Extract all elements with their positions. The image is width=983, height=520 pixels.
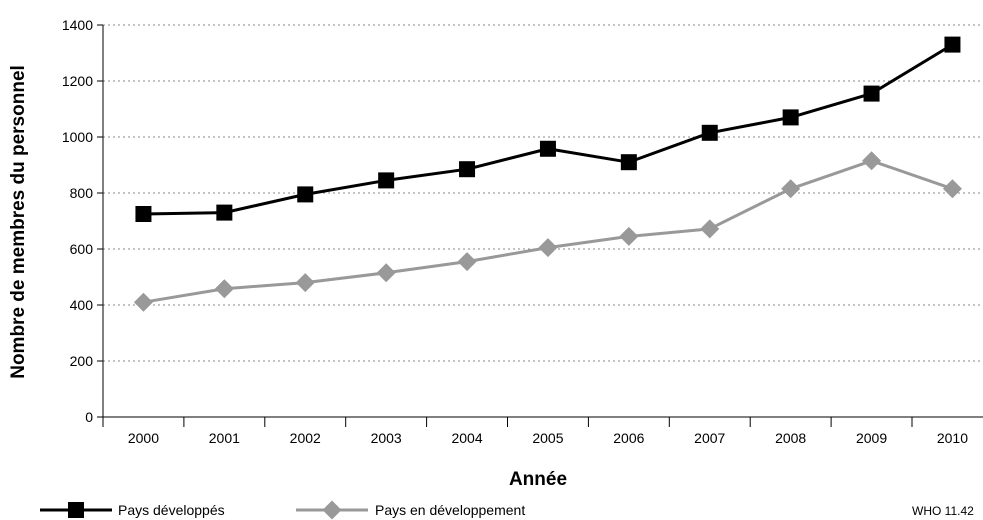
data-point-developing <box>538 238 558 258</box>
legend-label-developing: Pays en développement <box>375 502 525 518</box>
data-point-developing <box>133 292 153 312</box>
data-point-developed <box>620 154 637 171</box>
credit-label: WHO 11.42 <box>912 504 974 518</box>
legend: Pays développés Pays en développement <box>40 500 525 520</box>
x-tick-label: 2007 <box>694 430 725 446</box>
data-point-developing <box>214 279 234 299</box>
data-point-developing <box>376 263 396 283</box>
data-point-developed <box>782 109 799 126</box>
series-line-developing <box>143 159 953 304</box>
data-point-developed <box>459 161 476 178</box>
y-tick-label: 800 <box>70 185 94 201</box>
x-tick-label: 2008 <box>775 430 806 446</box>
data-point-developed <box>378 172 395 189</box>
y-axis-title: Nombre de membres du personnel <box>8 65 29 379</box>
y-tick-label: 1400 <box>62 17 93 33</box>
data-point-developing <box>942 179 962 199</box>
data-point-developing <box>457 252 477 272</box>
x-tick-label: 2006 <box>613 430 644 446</box>
data-point-developing <box>781 179 801 199</box>
data-point-developed <box>216 204 233 221</box>
series-line-developed <box>143 43 954 216</box>
x-tick-label: 2002 <box>290 430 321 446</box>
x-axis-title: Année <box>509 469 567 490</box>
x-tick-label: 2005 <box>532 430 563 446</box>
x-tick-labels: 2000 2001 2002 2003 2004 2005 2006 2007 2008 2009… <box>128 430 968 446</box>
data-point-developed <box>539 140 556 157</box>
legend-marker-developed <box>68 502 84 518</box>
y-tick-label: 1000 <box>62 129 93 145</box>
data-point-developed <box>944 36 961 53</box>
x-tick-label: 2010 <box>937 430 968 446</box>
x-tick-label: 2009 <box>856 430 887 446</box>
y-tick-label: 0 <box>85 409 93 425</box>
axes <box>97 24 983 427</box>
data-series <box>133 36 962 312</box>
data-point-developed <box>135 206 152 222</box>
y-tick-label: 1200 <box>62 73 93 89</box>
data-point-developing <box>862 151 882 171</box>
legend-label-developed: Pays développés <box>118 502 225 518</box>
data-point-developed <box>863 85 880 102</box>
y-tick-labels: 0 200 400 600 800 1000 1200 1400 <box>62 17 93 425</box>
data-point-developing <box>700 219 720 239</box>
x-tick-label: 2001 <box>209 430 240 446</box>
gridlines <box>103 24 983 362</box>
y-tick-label: 200 <box>70 353 94 369</box>
data-point-developing <box>295 273 315 293</box>
legend-marker-developing <box>322 500 342 520</box>
x-tick-label: 2004 <box>451 430 482 446</box>
data-point-developed <box>297 186 314 203</box>
x-tick-label: 2003 <box>371 430 402 446</box>
x-tick-label: 2000 <box>128 430 159 446</box>
data-point-developed <box>701 124 718 141</box>
y-tick-label: 600 <box>70 241 94 257</box>
y-tick-label: 400 <box>70 297 94 313</box>
data-point-developing <box>619 226 639 246</box>
